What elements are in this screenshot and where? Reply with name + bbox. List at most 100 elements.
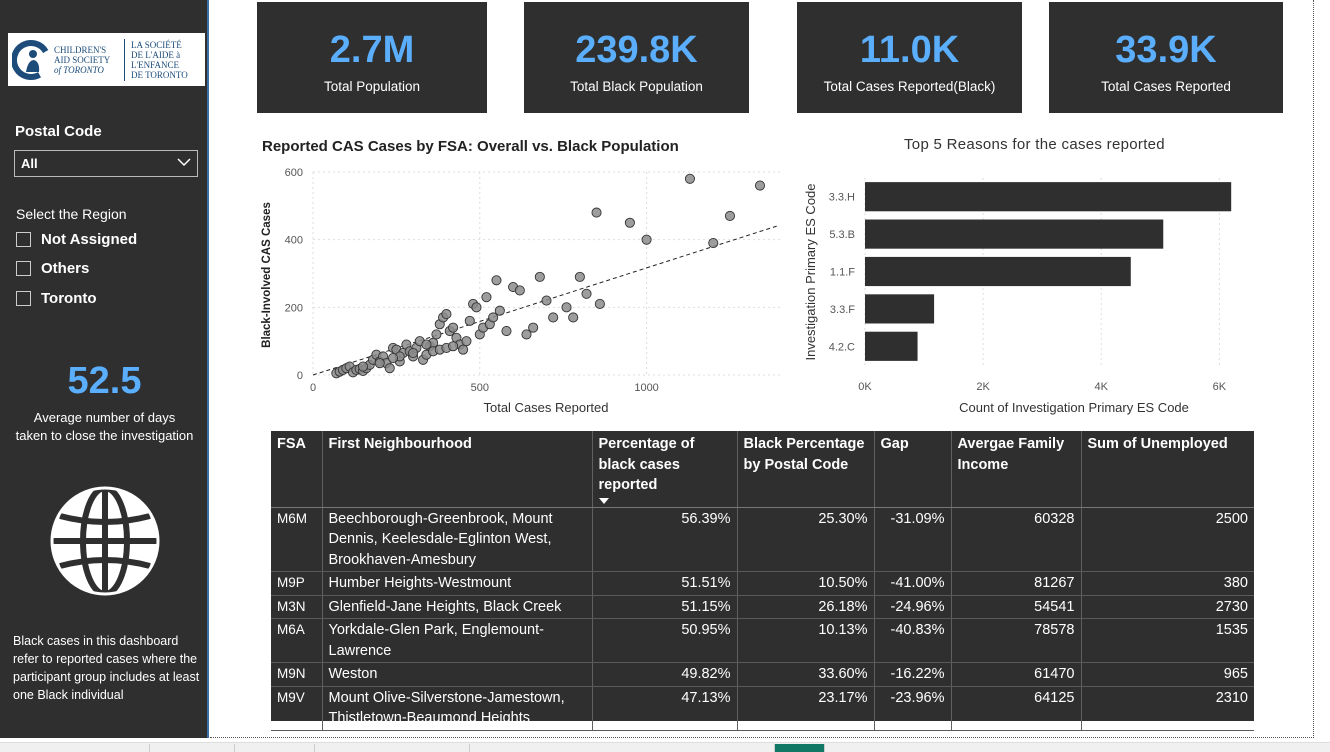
scatter-point[interactable] bbox=[594, 298, 605, 309]
scatter-point[interactable] bbox=[528, 322, 539, 333]
page-tab[interactable] bbox=[315, 744, 470, 752]
y-tick-label: 4.2.C bbox=[829, 341, 855, 353]
scatter-point[interactable] bbox=[624, 217, 635, 228]
column-header-income[interactable]: Avergae Family Income bbox=[951, 431, 1082, 508]
scatter-point[interactable] bbox=[357, 361, 369, 372]
column-header-black-pct-postal[interactable]: Black Percentage by Postal Code bbox=[737, 431, 875, 508]
bar[interactable] bbox=[865, 331, 918, 361]
kpi-label: Total Black Population bbox=[570, 79, 703, 94]
page-tab[interactable] bbox=[470, 744, 775, 752]
cell-pct-black-cases: 51.51% bbox=[592, 571, 738, 596]
cell-income: 54541 bbox=[951, 595, 1082, 619]
page-tab[interactable] bbox=[0, 744, 150, 752]
scatter-point[interactable] bbox=[494, 305, 505, 316]
scatter-point[interactable] bbox=[521, 329, 532, 340]
avg-days-label: Average number of days taken to close th… bbox=[0, 409, 209, 445]
region-option-toronto[interactable]: Toronto bbox=[16, 290, 97, 307]
checkbox[interactable] bbox=[16, 232, 31, 247]
cell-pct-black-cases: 56.39% bbox=[592, 507, 738, 572]
scatter-point[interactable] bbox=[514, 285, 525, 296]
table-row[interactable]: M9V Mount Olive-Silverstone-Jamestown, Th… bbox=[271, 686, 1254, 731]
scatter-point[interactable] bbox=[491, 275, 502, 286]
scatter-point[interactable] bbox=[754, 180, 766, 191]
scatter-point[interactable] bbox=[481, 292, 492, 303]
scatter-point[interactable] bbox=[408, 347, 419, 359]
logo-fr-line: DE TORONTO bbox=[131, 69, 188, 80]
bar-chart[interactable]: 0K 2K 4K 6K 3.3.H 5.3.B 1.1.F 3.3.F 4.2.C Count … bbox=[798, 160, 1258, 420]
cas-logo: CHILDREN'S AID SOCIETY of TORONTO LA SOC… bbox=[8, 33, 205, 86]
postal-code-dropdown[interactable]: All bbox=[14, 150, 198, 177]
cell-fsa: M9P bbox=[271, 571, 323, 596]
scatter-point[interactable] bbox=[488, 312, 499, 323]
scatter-point[interactable] bbox=[574, 271, 585, 282]
y-tick-label: 3.3.F bbox=[830, 304, 855, 316]
table-row[interactable]: M3N Glenfield-Jane Heights, Black Creek 51… bbox=[271, 595, 1254, 619]
scatter-point[interactable] bbox=[641, 234, 652, 245]
cell-fsa: M9V bbox=[271, 686, 323, 731]
page-tab[interactable] bbox=[150, 744, 235, 752]
kpi-card-total-cases-black: 11.0K Total Cases Reported(Black) bbox=[797, 2, 1022, 113]
bar[interactable] bbox=[865, 182, 1232, 212]
y-tick-label: 600 bbox=[285, 167, 303, 179]
bar[interactable] bbox=[865, 256, 1131, 287]
scatter-point[interactable] bbox=[684, 173, 695, 184]
checkbox[interactable] bbox=[16, 291, 31, 306]
scatter-point[interactable] bbox=[421, 339, 432, 350]
column-header-pct-black-cases[interactable]: Percentage of black cases reported bbox=[592, 431, 738, 508]
logo-text-french: LA SOCIÉTÉ DE L'AIDE à L'ENFANCE DE TORO… bbox=[131, 40, 195, 80]
region-option-not-assigned[interactable]: Not Assigned bbox=[16, 231, 137, 248]
avg-days-label-line: taken to close the investigation bbox=[15, 428, 194, 443]
scatter-point[interactable] bbox=[441, 309, 452, 320]
cell-gap: -24.96% bbox=[874, 595, 952, 619]
chevron-down-icon bbox=[177, 158, 191, 167]
table-row[interactable]: M6M Beechborough-Greenbrook, Mount Dennis… bbox=[271, 507, 1254, 572]
scatter-point[interactable] bbox=[374, 358, 385, 369]
bar[interactable] bbox=[865, 294, 935, 324]
scatter-point[interactable] bbox=[548, 312, 559, 323]
cell-pct-black-cases: 47.13% bbox=[592, 686, 738, 731]
scatter-point[interactable] bbox=[448, 341, 459, 352]
scatter-point[interactable] bbox=[708, 238, 719, 249]
table-row[interactable]: M9N Weston 49.82% 33.60% -16.22% 61470 965 bbox=[271, 662, 1254, 687]
scatter-point[interactable] bbox=[724, 210, 736, 222]
cell-unemployed: 2730 bbox=[1081, 595, 1254, 619]
scatter-point[interactable] bbox=[448, 322, 459, 333]
scatter-point[interactable] bbox=[388, 353, 399, 364]
scatter-point[interactable] bbox=[464, 315, 475, 326]
kpi-label: Total Cases Reported bbox=[1101, 79, 1231, 94]
column-header-fsa[interactable]: FSA bbox=[271, 431, 323, 508]
cell-gap: -40.83% bbox=[874, 618, 952, 663]
cell-black-pct-postal: 10.50% bbox=[737, 571, 875, 596]
scatter-point[interactable] bbox=[581, 288, 592, 299]
column-header-neighbourhood[interactable]: First Neighbourhood bbox=[322, 431, 593, 508]
cell-gap: -31.09% bbox=[874, 507, 952, 572]
canvas-border-right bbox=[1313, 0, 1314, 738]
y-tick-label: 200 bbox=[285, 302, 303, 314]
checkbox[interactable] bbox=[16, 261, 31, 276]
scatter-point[interactable] bbox=[501, 325, 512, 337]
scatter-point[interactable] bbox=[458, 344, 469, 355]
scatter-point[interactable] bbox=[568, 312, 579, 323]
scatter-point[interactable] bbox=[534, 271, 545, 282]
scatter-point[interactable] bbox=[541, 295, 552, 306]
column-header-gap[interactable]: Gap bbox=[874, 431, 952, 508]
sort-descending-icon bbox=[598, 497, 609, 504]
x-tick-label: 4K bbox=[1095, 381, 1109, 393]
region-filter-label: Select the Region bbox=[16, 206, 127, 222]
region-option-others[interactable]: Others bbox=[16, 260, 89, 277]
page-tab[interactable] bbox=[235, 744, 315, 752]
bar[interactable] bbox=[865, 219, 1164, 249]
scatter-point[interactable] bbox=[591, 207, 602, 218]
scatter-point[interactable] bbox=[471, 302, 482, 313]
scatter-point[interactable] bbox=[431, 329, 442, 340]
scatter-point[interactable] bbox=[384, 363, 395, 374]
page-tab-active[interactable] bbox=[775, 744, 825, 752]
globe-icon bbox=[50, 486, 160, 596]
cell-black-pct-postal: 23.17% bbox=[737, 686, 875, 731]
column-header-unemployed[interactable]: Sum of Unemployed bbox=[1081, 431, 1254, 508]
scatter-point[interactable] bbox=[561, 302, 572, 313]
scatter-point[interactable] bbox=[461, 336, 472, 347]
table-row[interactable]: M9P Humber Heights-Westmount 51.51% 10.50% -… bbox=[271, 571, 1254, 596]
table-row[interactable]: M6A Yorkdale-Glen Park, Englemount-Lawren… bbox=[271, 618, 1254, 663]
